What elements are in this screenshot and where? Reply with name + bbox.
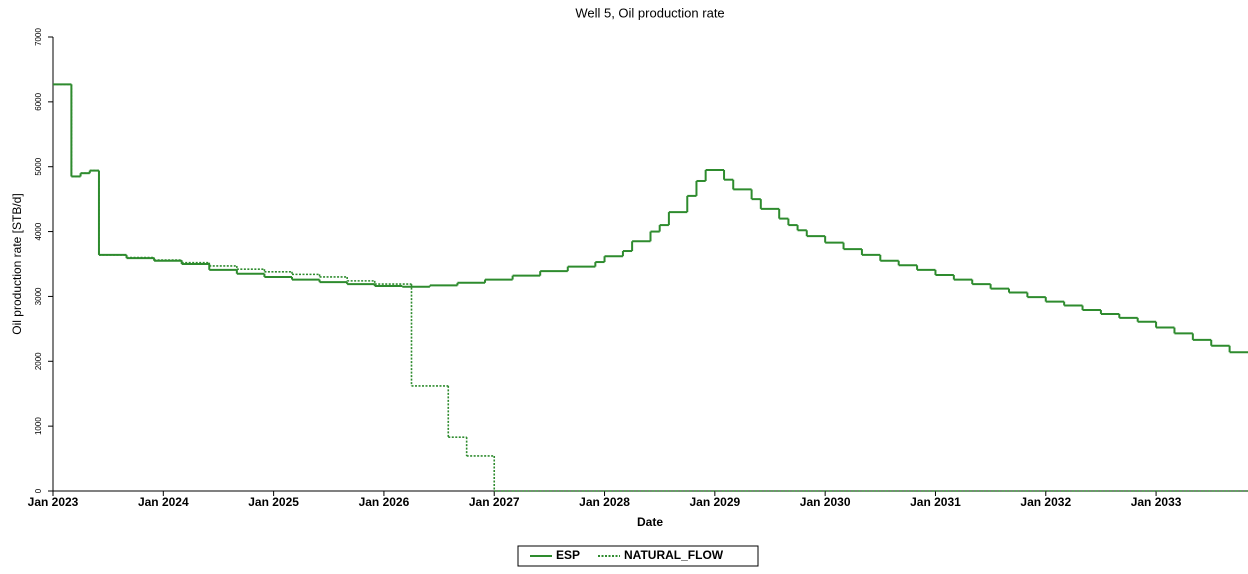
x-axis-label: Date (637, 515, 663, 529)
chart-title: Well 5, Oil production rate (575, 5, 724, 20)
legend-label: ESP (556, 548, 580, 562)
y-tick-label: 2000 (34, 352, 43, 370)
legend-label: NATURAL_FLOW (624, 548, 724, 562)
y-tick-label: 5000 (34, 157, 43, 175)
y-tick-label: 7000 (34, 28, 43, 46)
x-tick-label: Jan 2033 (1131, 495, 1182, 509)
x-tick-label: Jan 2024 (138, 495, 189, 509)
x-tick-label: Jan 2031 (910, 495, 961, 509)
y-axis-label: Oil production rate [STB/d] (10, 193, 24, 334)
y-tick-label: 1000 (34, 417, 43, 435)
x-tick-label: Jan 2030 (800, 495, 851, 509)
legend-box (517, 545, 759, 567)
x-tick-label: Jan 2025 (248, 495, 299, 509)
x-tick-label: Jan 2028 (579, 495, 630, 509)
y-tick-label: 6000 (34, 92, 43, 110)
y-tick-label: 3000 (34, 287, 43, 305)
x-tick-label: Jan 2027 (469, 495, 520, 509)
y-tick-label: 4000 (34, 222, 43, 240)
x-tick-label: Jan 2026 (359, 495, 410, 509)
x-tick-label: Jan 2029 (689, 495, 740, 509)
x-tick-label: Jan 2023 (28, 495, 79, 509)
x-tick-label: Jan 2032 (1020, 495, 1071, 509)
y-tick-label: 0 (34, 488, 43, 493)
